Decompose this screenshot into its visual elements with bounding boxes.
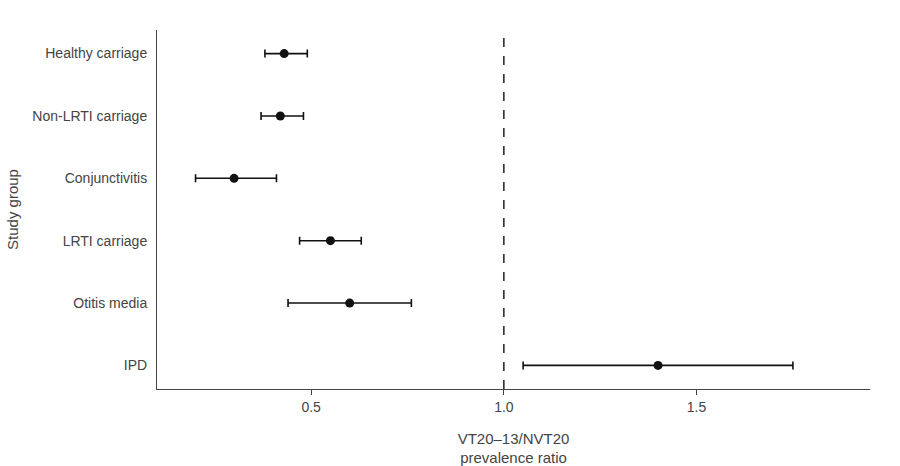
svg-text:Non-LRTI carriage: Non-LRTI carriage xyxy=(32,108,147,124)
svg-text:LRTI carriage: LRTI carriage xyxy=(63,233,148,249)
svg-text:Healthy carriage: Healthy carriage xyxy=(45,45,147,61)
svg-text:1.5: 1.5 xyxy=(687,399,707,415)
svg-text:VT20–13/NVT20prevalence ratio: VT20–13/NVT20prevalence ratio xyxy=(458,430,570,466)
svg-text:Otitis media: Otitis media xyxy=(73,295,147,311)
svg-text:Study group: Study group xyxy=(4,169,21,250)
svg-text:Conjunctivitis: Conjunctivitis xyxy=(65,170,147,186)
svg-text:IPD: IPD xyxy=(124,357,147,373)
svg-text:0.5: 0.5 xyxy=(301,399,321,415)
svg-text:1.0: 1.0 xyxy=(494,399,514,415)
